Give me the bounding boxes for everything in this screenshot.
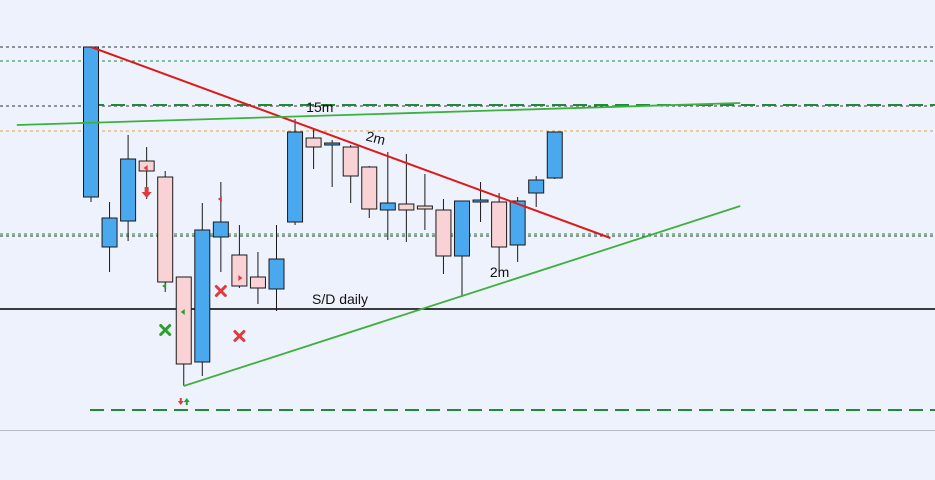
- bull-candle: [472, 199, 489, 203]
- bull-candle: [212, 221, 229, 238]
- bull-candle: [528, 179, 545, 194]
- price-levels: [0, 46, 935, 411]
- trend-lines: [16, 46, 741, 387]
- bull-candle: [268, 258, 285, 290]
- bear-candle: [416, 205, 433, 210]
- cross-marker: [159, 324, 172, 336]
- annotation-labels: S/D daily 2m 15m 2m: [306, 99, 509, 307]
- signal-tick-marker: [162, 283, 167, 289]
- bull-candle: [509, 200, 526, 246]
- bear-candle: [249, 276, 266, 289]
- bear-candle: [305, 137, 322, 148]
- trend-line-label: 15m: [306, 99, 333, 115]
- arrow-up-marker: [183, 398, 190, 405]
- bear-candle: [398, 203, 415, 211]
- bull-candle: [379, 202, 396, 211]
- bear-candle: [157, 176, 174, 283]
- bear-candle: [435, 209, 452, 257]
- arrow-down-marker: [141, 187, 152, 198]
- signal-tick-marker: [238, 275, 243, 281]
- trend-line-label: 2m: [364, 128, 387, 148]
- bull-candle: [546, 131, 563, 179]
- cross-marker: [233, 330, 246, 342]
- trend-line-label: 2m: [490, 264, 509, 280]
- bear-candle: [231, 254, 248, 287]
- bull-candle: [454, 200, 470, 257]
- support-trend-line: [183, 205, 741, 387]
- resistance-trend-line: [90, 46, 611, 239]
- bear-candle: [342, 146, 359, 177]
- signal-tick-marker: [180, 309, 185, 315]
- candles: [83, 46, 563, 386]
- arrow-down-marker: [177, 398, 184, 405]
- bear-candle: [491, 201, 508, 248]
- support-trend-line: [16, 102, 741, 126]
- bear-candle: [361, 166, 378, 210]
- bull-candle: [324, 142, 341, 146]
- signal-markers: [141, 165, 246, 405]
- bull-candle: [101, 217, 118, 248]
- signal-tick-marker: [143, 165, 148, 171]
- bull-candle: [194, 229, 211, 363]
- signal-tick-marker: [217, 196, 222, 202]
- bull-candle: [120, 158, 137, 222]
- level-label: S/D daily: [312, 291, 368, 307]
- bear-candle: [175, 276, 192, 365]
- bull-candle: [287, 131, 304, 223]
- cross-marker: [214, 285, 227, 297]
